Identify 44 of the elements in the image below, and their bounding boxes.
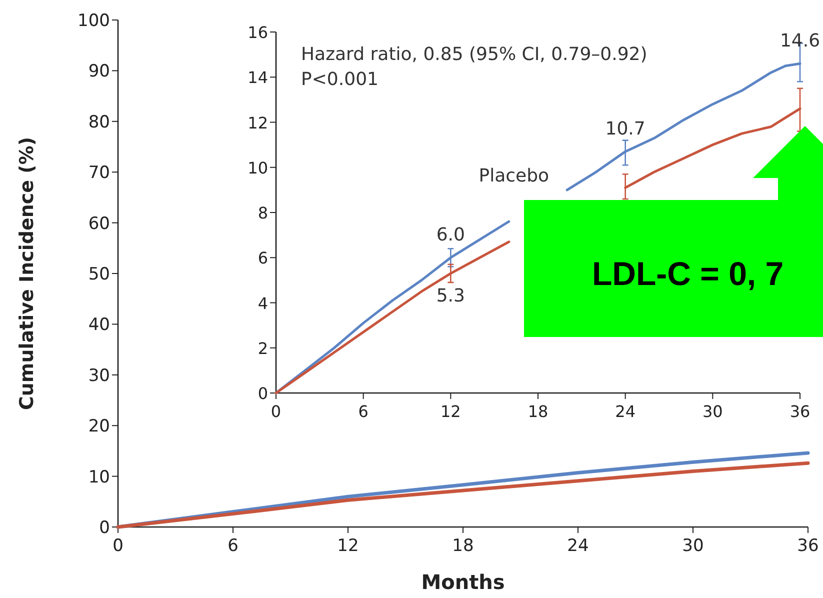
annotation: 10.7 (605, 118, 646, 140)
x-tick-label: 36 (790, 402, 810, 421)
y-tick-label: 60 (88, 214, 110, 234)
y-tick-label: 6 (258, 248, 268, 268)
y-tick-label: 50 (88, 264, 110, 284)
y-tick-label: 40 (88, 315, 110, 336)
x-tick-label: 6 (358, 402, 368, 421)
y-tick-label: 2 (258, 338, 268, 358)
x-tick-label: 12 (440, 402, 461, 421)
x-tick-label: 30 (702, 402, 723, 421)
x-tick-label: 24 (615, 402, 636, 421)
x-tick-label: 0 (112, 536, 124, 556)
y-tick-label: 12 (248, 113, 268, 132)
annotation: LDL-C = 0, 7 (592, 255, 784, 292)
y-tick-label: 16 (248, 23, 268, 42)
y-tick-label: 100 (78, 11, 110, 31)
y-tick-label: 14 (248, 68, 268, 88)
series-label: Placebo (478, 166, 550, 187)
annotation: P<0.001 (301, 69, 378, 90)
y-tick-label: 0 (258, 384, 268, 403)
x-tick-label: 18 (452, 536, 474, 556)
annotation: 6.0 (436, 224, 465, 246)
x-tick-label: 0 (270, 402, 282, 421)
x-tick-label: 36 (797, 536, 819, 556)
x-tick-label: 30 (682, 536, 704, 556)
y-tick-label: 8 (258, 204, 268, 222)
x-tick-label: 24 (567, 536, 589, 556)
y-tick-label: 4 (258, 294, 268, 313)
y-tick-label: 30 (88, 366, 110, 386)
x-axis-title: Months (421, 570, 505, 594)
x-tick-label: 6 (228, 536, 238, 556)
y-tick-label: 0 (99, 518, 110, 538)
y-tick-label: 10 (88, 467, 110, 488)
y-tick-label: 20 (88, 416, 110, 437)
y-axis-title: Cumulative Incidence (%) (16, 136, 38, 410)
y-tick-label: 10 (248, 158, 268, 178)
x-tick-label: 18 (528, 402, 548, 421)
y-tick-label: 80 (88, 112, 110, 132)
annotation: 14.6 (780, 30, 820, 52)
annotation: 5.3 (436, 285, 465, 306)
x-tick-label: 12 (337, 536, 359, 556)
y-tick-label: 70 (88, 163, 110, 184)
y-tick-label: 90 (88, 62, 110, 82)
annotation: Hazard ratio, 0.85 (95% CI, 0.79–0.92) (301, 44, 648, 65)
